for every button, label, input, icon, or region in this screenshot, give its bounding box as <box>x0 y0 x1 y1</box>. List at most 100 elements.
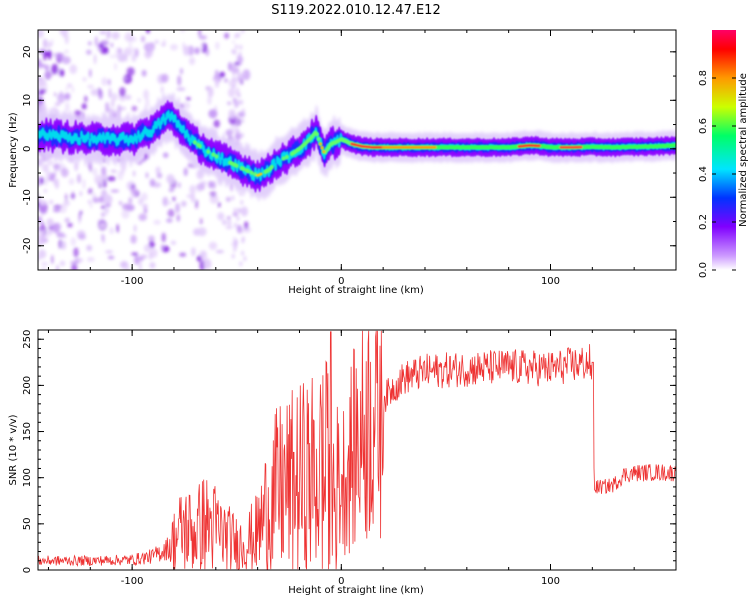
noise-blob <box>190 193 196 203</box>
noise-blob <box>43 49 47 61</box>
noise-blob <box>51 63 59 75</box>
noise-blob <box>138 256 144 261</box>
noise-blob <box>241 30 245 34</box>
noise-blob <box>145 172 149 179</box>
noise-blob <box>49 42 53 47</box>
noise-blob <box>148 241 155 249</box>
noise-blob <box>105 102 109 111</box>
noise-blob <box>77 258 84 263</box>
noise-blob <box>64 93 71 100</box>
noise-blob <box>234 222 237 228</box>
noise-blob <box>76 230 86 239</box>
noise-blob <box>70 237 77 247</box>
noise-blob <box>38 76 43 81</box>
noise-blob <box>241 236 245 242</box>
noise-blob <box>40 261 49 267</box>
noise-blob <box>207 95 212 106</box>
noise-blob <box>138 197 144 206</box>
noise-blob <box>162 196 169 207</box>
noise-blob <box>48 176 55 181</box>
noise-blob <box>123 47 133 56</box>
y-tick-label: 100 <box>22 468 33 487</box>
noise-blob <box>232 84 236 90</box>
noise-blob <box>68 178 75 186</box>
noise-blob <box>161 232 166 243</box>
noise-blob <box>90 89 100 96</box>
noise-blob <box>47 49 52 60</box>
noise-blob <box>62 33 66 38</box>
noise-blob <box>126 67 135 76</box>
noise-blob <box>54 102 61 106</box>
noise-blob <box>154 40 159 44</box>
ridge-core <box>192 130 676 177</box>
noise-blob <box>44 72 53 78</box>
noise-blob <box>38 181 41 187</box>
spectrogram-marks <box>38 30 676 270</box>
noise-blob <box>238 60 242 66</box>
noise-blob <box>44 178 48 186</box>
x-tick-label: -100 <box>121 276 144 287</box>
noise-blob <box>149 262 156 269</box>
noise-blob <box>148 235 155 242</box>
ridge-blob <box>279 158 283 168</box>
noise-blob <box>38 102 41 107</box>
y-tick-label: 0 <box>22 567 33 573</box>
noise-blob <box>215 250 224 254</box>
colorbar-tick-label: 0.8 <box>698 70 709 86</box>
noise-blob <box>134 255 140 265</box>
noise-blob <box>233 247 237 252</box>
noise-blob <box>240 132 244 138</box>
noise-blob <box>47 40 50 52</box>
noise-blob <box>89 68 92 78</box>
noise-blob <box>241 108 245 114</box>
noise-blob <box>64 33 69 45</box>
noise-blob <box>61 240 67 250</box>
snr-y-label: SNR (10 * v/v) <box>8 414 19 485</box>
noise-blob <box>71 263 78 270</box>
noise-blob <box>162 39 166 44</box>
noise-blob <box>233 49 237 55</box>
noise-blob <box>104 208 110 213</box>
noise-blob <box>147 44 154 51</box>
noise-blob <box>111 31 120 40</box>
noise-blob <box>215 70 219 75</box>
noise-blob <box>198 30 201 38</box>
y-tick-label: 50 <box>22 517 33 530</box>
noise-blob <box>61 56 71 65</box>
noise-blob <box>69 64 77 74</box>
noise-blob <box>109 55 118 58</box>
noise-blob <box>196 183 206 191</box>
noise-blob <box>205 47 210 57</box>
noise-blob <box>115 47 121 58</box>
noise-blob <box>240 206 248 217</box>
ridge-blob <box>281 156 286 161</box>
noise-blob <box>186 97 191 101</box>
noise-blob <box>114 62 117 71</box>
spectrogram-y-label: Frequency (Hz) <box>8 112 19 188</box>
noise-blob <box>176 214 180 222</box>
noise-blob <box>130 234 137 244</box>
x-tick-label: 100 <box>541 276 560 287</box>
noise-blob <box>180 30 185 33</box>
noise-blob <box>43 189 48 193</box>
noise-blob <box>179 252 187 257</box>
noise-blob <box>38 30 44 39</box>
noise-blob <box>209 194 219 204</box>
y-tick-label: 200 <box>22 376 33 395</box>
noise-blob <box>234 239 238 245</box>
noise-blob <box>107 109 117 114</box>
noise-blob <box>224 32 230 39</box>
noise-blob <box>39 58 42 69</box>
noise-blob <box>218 202 221 208</box>
noise-blob <box>166 174 175 184</box>
noise-blob <box>234 103 238 109</box>
noise-blob <box>235 121 238 126</box>
noise-blob <box>111 92 118 102</box>
noise-blob <box>211 181 216 189</box>
noise-blob <box>143 51 153 58</box>
noise-blob <box>56 264 59 270</box>
noise-blob <box>90 201 93 209</box>
noise-blob <box>66 83 73 88</box>
noise-blob <box>73 247 79 258</box>
noise-blob <box>39 88 47 94</box>
